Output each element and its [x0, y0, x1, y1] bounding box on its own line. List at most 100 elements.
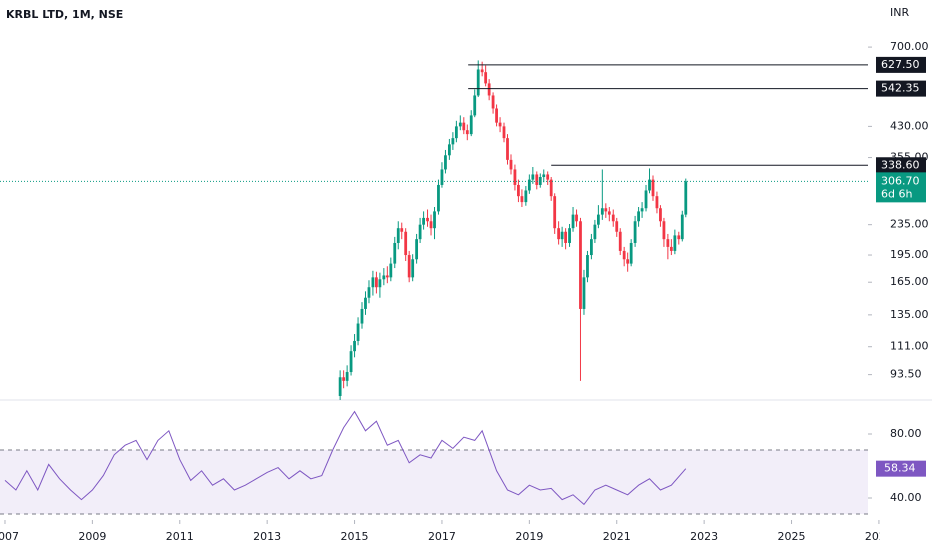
candle-body	[648, 179, 651, 191]
candle-body	[349, 351, 353, 373]
candle-body	[579, 221, 582, 309]
candle-body	[513, 169, 517, 185]
candle-body	[626, 259, 630, 264]
y-tick-label: 135.00	[890, 308, 929, 321]
candle-body	[575, 214, 578, 222]
y-tick-label: 165.00	[890, 275, 929, 288]
countdown: 6d 6h	[881, 187, 912, 200]
candle-body	[382, 275, 386, 280]
candle-body	[651, 179, 655, 197]
candle-body	[407, 255, 411, 278]
candle-body	[520, 196, 524, 203]
x-tick-label: 2007	[0, 530, 19, 543]
y-tick-label: 235.00	[890, 218, 929, 231]
candle-body	[684, 181, 688, 215]
candle-body	[604, 208, 608, 212]
candle-body	[462, 122, 466, 131]
candle-body	[553, 196, 557, 229]
currency: INR	[890, 6, 909, 19]
last-price-label: 306.70	[881, 174, 920, 187]
candle-body	[371, 277, 375, 288]
rsi-band	[0, 450, 868, 514]
candle-body	[622, 250, 626, 260]
candle-body	[524, 190, 528, 203]
level-tag	[876, 56, 926, 73]
candle-body	[633, 221, 637, 243]
candle-body	[517, 184, 520, 197]
candle-body	[342, 377, 346, 381]
candle-body	[611, 214, 615, 222]
candle-body	[593, 224, 597, 240]
candle-body	[353, 340, 356, 352]
candle-body	[531, 174, 535, 180]
candle-body	[385, 275, 389, 278]
level-tag	[876, 80, 926, 97]
rsi-tag	[876, 460, 926, 477]
candle-body	[411, 259, 415, 278]
x-tick-label: 2013	[253, 530, 281, 543]
candle-body	[491, 95, 495, 109]
candle-body	[546, 174, 550, 180]
candle-body	[426, 217, 429, 222]
candle-body	[637, 211, 640, 222]
candle-body	[568, 228, 571, 243]
x-tick-label: 2023	[690, 530, 718, 543]
level-label: 338.60	[881, 158, 920, 171]
candle-body	[396, 228, 400, 243]
candle-body	[338, 377, 342, 396]
x-tick-label: 2025	[778, 530, 806, 543]
rsi-label: 58.34	[884, 462, 916, 475]
candle-body	[509, 159, 513, 170]
rsi-line	[4, 410, 687, 506]
candle-body	[422, 217, 426, 225]
candle-body	[487, 83, 491, 96]
candle-body	[677, 235, 681, 240]
candle-body	[415, 239, 419, 260]
candle-body	[535, 174, 539, 185]
candle-body	[640, 208, 644, 212]
x-tick-label: 2019	[515, 530, 543, 543]
candle-body	[662, 221, 666, 240]
candle-body	[655, 196, 659, 209]
candle-body	[527, 179, 531, 191]
candle-body	[364, 297, 367, 309]
candle-body	[669, 246, 673, 251]
y-tick-label: 195.00	[890, 248, 929, 261]
y-tick-label: 700.00	[890, 40, 929, 53]
candle-body	[433, 211, 436, 229]
candle-body	[375, 277, 378, 288]
x-tick-label: 2017	[428, 530, 456, 543]
candle-body	[542, 174, 546, 178]
y-tick-label: 111.00	[890, 340, 929, 353]
candle-body	[451, 138, 455, 145]
chart-title: KRBL LTD, 1M, NSE	[6, 8, 123, 21]
candle-body	[502, 126, 506, 139]
candle-body	[367, 287, 371, 298]
y-tick-label: 40.00	[890, 491, 922, 504]
x-tick-label: 2011	[166, 530, 194, 543]
candle-body	[465, 130, 469, 135]
level-tag	[876, 157, 926, 174]
x-tick-label: 2009	[78, 530, 106, 543]
last-price-tag	[876, 172, 926, 203]
candle-body	[506, 138, 509, 160]
candle-body	[404, 231, 408, 256]
candle-body	[418, 224, 422, 240]
x-tick-label: 2027	[865, 530, 893, 543]
candle-body	[444, 155, 447, 170]
candle-body	[469, 115, 473, 135]
y-tick-label: 93.50	[890, 368, 922, 381]
candle-body	[440, 169, 444, 185]
candle-body	[680, 214, 684, 240]
y-tick-label: 430.00	[890, 119, 929, 132]
candle-body	[644, 190, 648, 209]
candle-body	[473, 95, 477, 116]
x-tick-label: 2015	[341, 530, 369, 543]
candle-body	[495, 108, 498, 123]
candle-body	[571, 214, 575, 229]
candle-body	[586, 255, 589, 278]
candle-body	[666, 239, 670, 247]
candle-body	[618, 231, 622, 251]
y-tick-label: 80.00	[890, 427, 922, 440]
